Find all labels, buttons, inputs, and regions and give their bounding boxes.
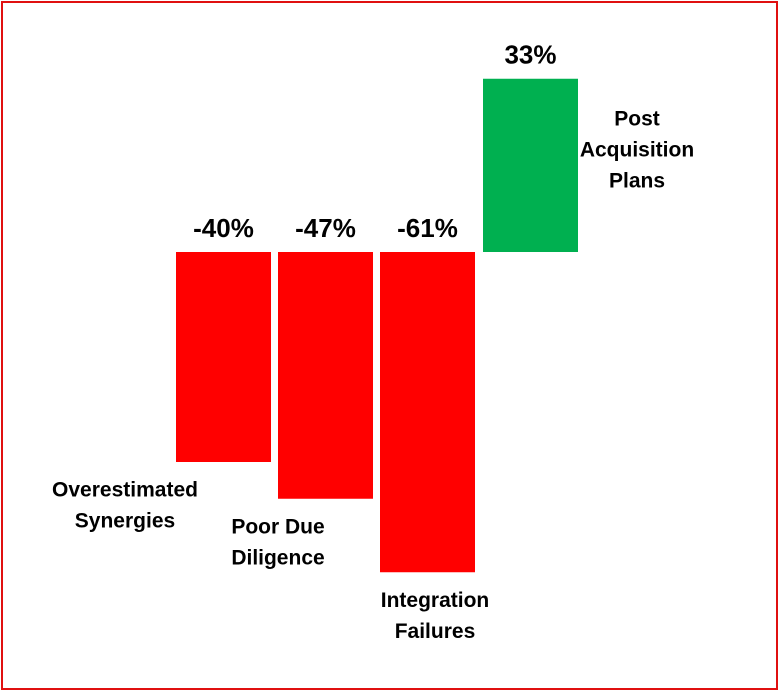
category-label: Failures <box>395 620 476 643</box>
bar <box>483 78 578 252</box>
category-label: Integration <box>381 589 490 612</box>
category-label: Synergies <box>75 510 175 533</box>
category-label: Overestimated <box>52 479 198 502</box>
value-label: -47% <box>295 213 356 243</box>
bar <box>278 252 373 499</box>
category-label: Acquisition <box>580 139 694 162</box>
category-label: Diligence <box>231 546 324 569</box>
value-label: 33% <box>504 40 556 70</box>
bar <box>176 252 271 462</box>
bar <box>380 252 475 573</box>
category-label: Post <box>614 108 660 131</box>
value-label: -40% <box>193 213 254 243</box>
value-label: -61% <box>397 213 458 243</box>
category-label: Poor Due <box>231 515 324 538</box>
category-label: Plans <box>609 170 665 193</box>
